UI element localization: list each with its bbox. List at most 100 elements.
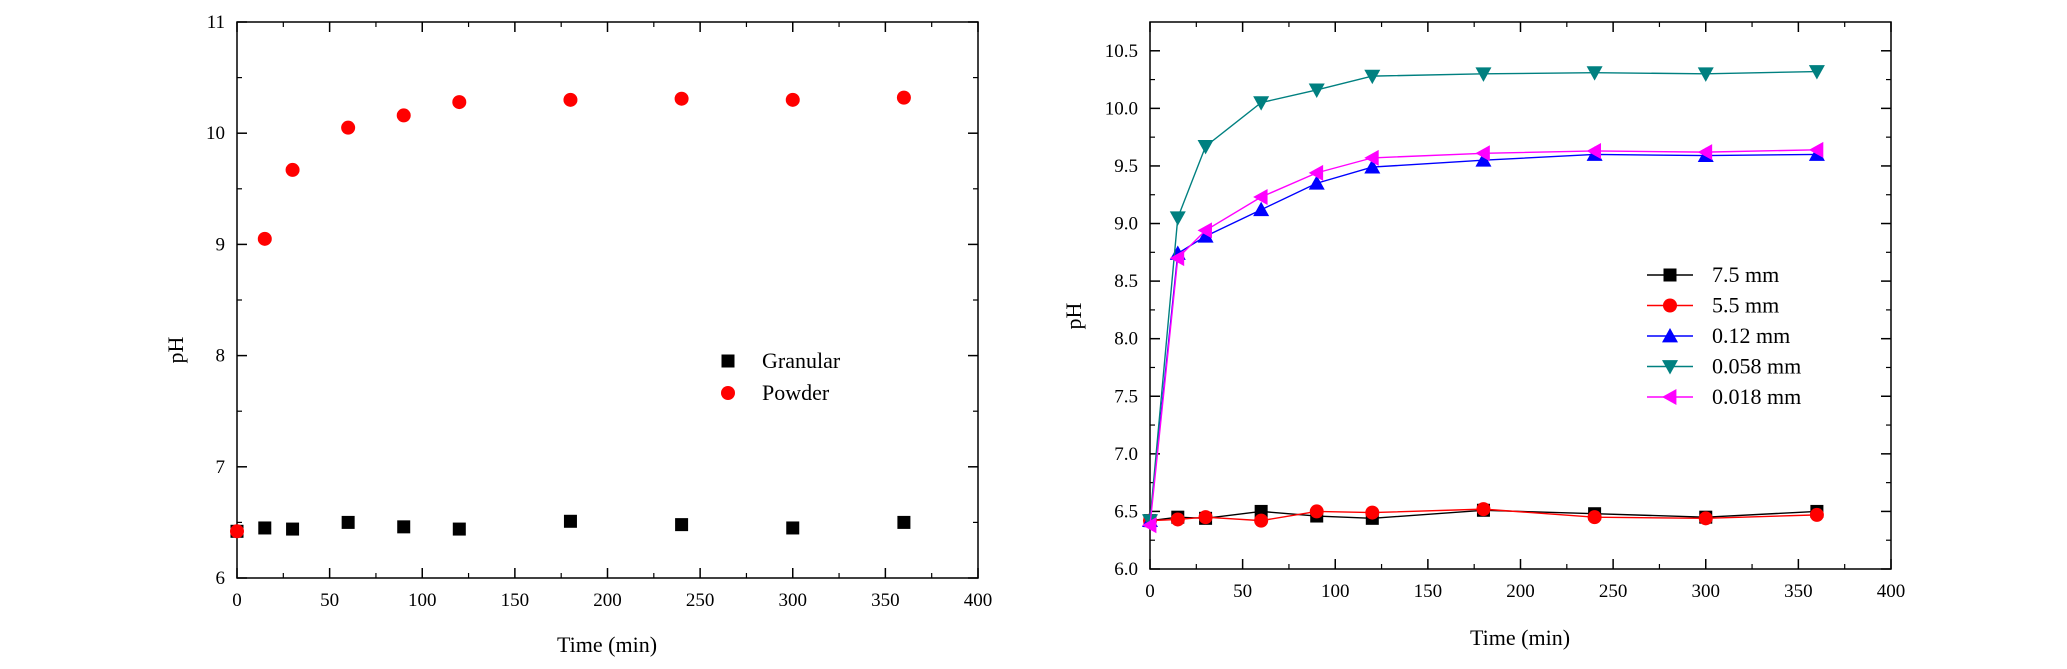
data-point [396, 108, 411, 123]
data-point [1587, 510, 1602, 525]
x-tick-label: 300 [1692, 581, 1721, 602]
x-tick-label: 250 [686, 590, 715, 611]
data-point [1808, 141, 1824, 158]
data-point [897, 515, 911, 529]
x-tick-label: 50 [1233, 581, 1252, 602]
series-line [1149, 70, 1817, 521]
y-tick-label: 10.5 [1105, 41, 1138, 62]
legend-label: 7.5 mm [1712, 262, 1779, 287]
data-point [230, 524, 244, 539]
data-point [1197, 139, 1214, 155]
data-point [257, 231, 272, 246]
data-point [1198, 510, 1213, 525]
data-point [1476, 502, 1491, 517]
x-tick-label: 150 [1414, 581, 1443, 602]
data-point [1253, 96, 1270, 111]
x-tick-label: 250 [1599, 581, 1628, 602]
data-point [563, 92, 578, 107]
legend-marker [1662, 389, 1677, 405]
legend-label: 0.058 mm [1712, 354, 1801, 379]
series-5 [1142, 141, 1824, 534]
data-point [1475, 67, 1492, 82]
data-point [786, 521, 800, 535]
chart-1: 0 50 100 150 200 250 300 350 400 6 7 8 9 10 11 Time (mi… [163, 12, 992, 657]
y-tick-label: 7.0 [1114, 444, 1138, 465]
x-axis-title: Time (min) [1470, 625, 1570, 650]
data-point [1169, 250, 1185, 267]
data-point [1308, 175, 1325, 190]
data-point [341, 120, 356, 135]
x-tick-label: 0 [232, 590, 242, 611]
data-point [896, 90, 911, 105]
data-point [674, 91, 689, 106]
y-tick-label: 9.0 [1114, 214, 1138, 235]
y-tick-label: 7 [216, 457, 226, 478]
y-tick-label: 6 [216, 568, 226, 589]
x-tick-label: 300 [779, 590, 808, 611]
plot-frame [236, 21, 979, 579]
data-point [286, 522, 300, 536]
x-tick-label: 50 [320, 590, 339, 611]
data-point [1170, 512, 1185, 527]
data-point [1142, 517, 1157, 534]
data-point [785, 92, 800, 107]
y-tick-label: 8.5 [1114, 271, 1138, 292]
series-2 [230, 90, 911, 539]
data-point [1253, 201, 1270, 217]
x-tick-label: 100 [408, 590, 437, 611]
data-point [258, 521, 272, 535]
x-tick-label: 400 [964, 590, 993, 611]
legend-marker [1663, 268, 1677, 282]
series-line [1149, 149, 1817, 526]
data-point [397, 520, 411, 534]
x-tick-label: 350 [1784, 581, 1813, 602]
legend: 7.5 mm 5.5 mm 0.12 mm 0.058 mm 0.018 mm [1647, 262, 1801, 409]
data-point [1365, 505, 1380, 520]
data-point [1253, 189, 1268, 206]
legend-label: 0.12 mm [1712, 323, 1790, 348]
legend-label: Granular [762, 348, 841, 373]
x-tick-label: 200 [593, 590, 622, 611]
x-tick-label: 400 [1877, 581, 1906, 602]
y-tick-label: 6.0 [1114, 559, 1138, 580]
data-point [1308, 83, 1325, 98]
data-point [1364, 159, 1381, 174]
data-point [1586, 66, 1603, 81]
data-point [1808, 65, 1825, 80]
data-point [1309, 504, 1324, 519]
legend-marker [721, 386, 735, 400]
data-point [1698, 511, 1713, 526]
series-2 [1143, 502, 1824, 528]
y-tick-label: 11 [207, 12, 225, 33]
data-point [452, 522, 466, 536]
data-point [452, 95, 467, 110]
legend-marker [721, 354, 735, 368]
y-tick-label: 9 [216, 234, 226, 255]
legend-label: Powder [762, 380, 830, 405]
data-point [1197, 222, 1212, 239]
data-point [1475, 152, 1492, 167]
y-axis-title: pH [1061, 302, 1086, 329]
data-point [1254, 513, 1269, 528]
y-axis-title: pH [163, 336, 188, 363]
legend-marker [1663, 298, 1677, 313]
chart-2: 0 50 100 150 200 250 300 350 400 6.0 6.5 7.0 7.5 8.0 8… [1061, 21, 1906, 650]
data-point [1586, 142, 1601, 159]
y-tick-label: 8 [216, 346, 226, 367]
legend-marker [1662, 360, 1678, 375]
x-tick-label: 200 [1506, 581, 1535, 602]
data-point [1697, 144, 1713, 161]
legend-label: 0.018 mm [1712, 384, 1801, 409]
x-tick-label: 100 [1321, 581, 1350, 602]
data-point [1697, 67, 1714, 82]
data-point [341, 515, 355, 529]
x-axis-title: Time (min) [557, 632, 657, 657]
data-point [1197, 228, 1214, 243]
series-1 [230, 514, 911, 538]
x-tick-label: 350 [871, 590, 900, 611]
data-point [1308, 164, 1324, 181]
data-point [1169, 211, 1186, 226]
series-line [1149, 508, 1817, 522]
y-tick-label: 7.5 [1114, 386, 1138, 407]
